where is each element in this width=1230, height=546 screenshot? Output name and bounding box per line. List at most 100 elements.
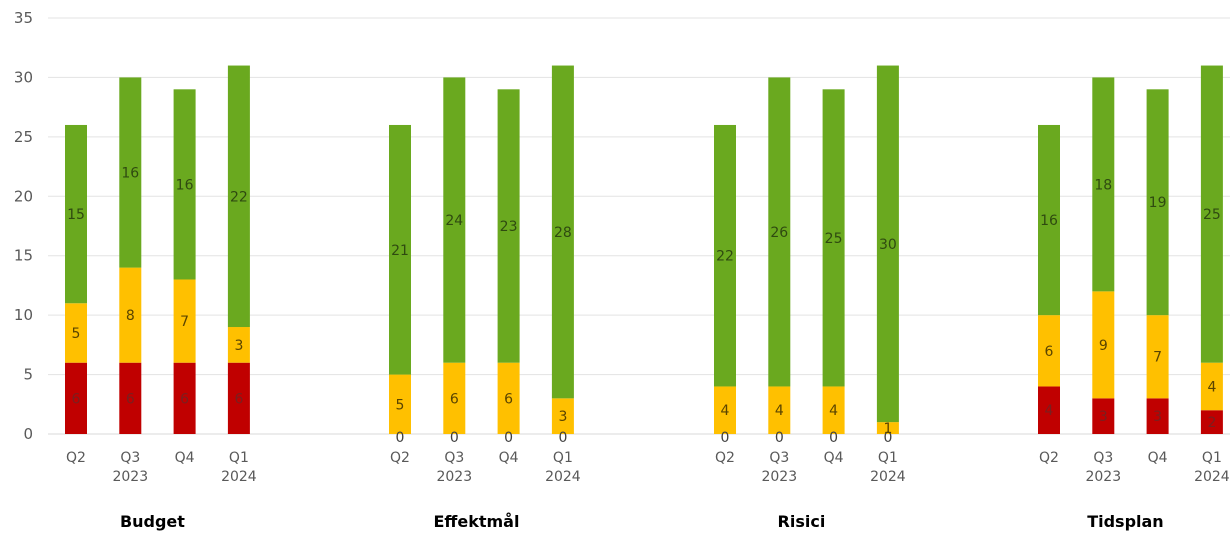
x-tick-label: Q2 [1039,450,1059,466]
data-label-green: 25 [1203,207,1221,223]
bar-segment-red [1092,398,1115,434]
bar-segment-green [119,77,142,268]
x-tick-label: Q2 [66,450,86,466]
data-label-green: 23 [500,219,518,235]
data-label-yellow: 6 [1045,344,1054,360]
x-year-label: 2024 [545,469,581,485]
x-tick-label: Q4 [824,450,844,466]
y-tick-label: 30 [14,68,33,86]
bar-segment-yellow [119,267,142,363]
bar-segment-green [443,77,466,363]
y-tick-label: 25 [14,128,33,146]
data-label-yellow: 5 [396,397,405,413]
y-tick-label: 15 [14,247,33,265]
data-label-yellow: 3 [234,338,243,354]
bar-segment-yellow [65,303,87,363]
data-label-green: 24 [445,213,463,229]
data-label-yellow: 7 [180,314,189,330]
bar-segment-green [822,89,845,387]
bar-segment-yellow [173,279,196,363]
x-tick-label: Q3 [120,450,140,466]
bar-segment-yellow [389,374,411,434]
data-label-red: 0 [883,430,892,446]
x-tick-label: Q1 [553,450,573,466]
bars [65,65,1223,434]
data-label-yellow: 8 [126,308,135,324]
group-label: Budget [120,512,185,531]
data-label-green: 16 [1040,213,1058,229]
data-label-yellow: 7 [1153,350,1162,366]
data-label-red: 6 [180,391,189,407]
data-label-yellow: 9 [1099,338,1108,354]
bar-segment-red [173,362,196,434]
x-year-label: 2024 [870,469,906,485]
bar-segment-red [1146,398,1169,434]
data-label-red: 6 [234,391,243,407]
bar-segment-yellow [1038,315,1060,387]
data-label-green: 16 [176,177,194,193]
bar-segment-yellow [1092,291,1115,399]
bar-segment-green [1092,77,1115,292]
bar-segment-green [1200,65,1223,363]
bar-segment-yellow [497,362,520,434]
data-label-red: 0 [775,430,784,446]
data-label-yellow: 4 [721,403,730,419]
data-label-red: 6 [72,391,81,407]
x-year-label: 2023 [1085,469,1121,485]
bar-segment-yellow [551,398,574,434]
x-axis: Q2 Q3 2023 Q4 Q1 2024 Q2 Q3 2023 Q4 Q1 2024 Q2 Q3 2023… [66,450,1230,485]
data-label-green: 28 [554,225,572,241]
data-label-red: 0 [504,430,513,446]
y-tick-label: 35 [14,9,33,27]
bar-segment-yellow [822,386,845,434]
bar-segment-green [1038,124,1060,316]
data-label-red: 2 [1207,415,1216,431]
data-label-yellow: 4 [829,403,838,419]
data-label-green: 21 [391,243,409,259]
data-label-yellow: 6 [450,391,459,407]
bar-segment-green [227,65,250,328]
group-labels: Budget Effektmål Risici Tidsplan [120,512,1164,531]
group-label: Effektmål [433,512,519,531]
data-label-red: 0 [558,430,567,446]
x-year-label: 2024 [221,469,257,485]
data-label-green: 22 [230,189,248,205]
bar-segment-red [1038,386,1060,434]
bar-segment-yellow [714,386,736,434]
x-tick-label: Q2 [715,450,735,466]
x-tick-label: Q3 [769,450,789,466]
data-label-green: 26 [770,225,788,241]
bar-segment-green [714,124,736,387]
data-label-yellow: 1 [883,421,892,437]
bar-segment-green [497,89,520,363]
data-label-yellow: 5 [72,326,81,342]
x-tick-label: Q4 [499,450,519,466]
data-label-red: 0 [721,430,730,446]
bar-segment-yellow [227,327,250,363]
data-label-red: 6 [126,391,135,407]
data-label-red: 3 [1153,409,1162,425]
x-tick-label: Q3 [1093,450,1113,466]
bar-segment-yellow [768,386,791,434]
data-label-red: 0 [829,430,838,446]
bar-segment-green [876,65,899,423]
data-label-red: 4 [1045,403,1054,419]
data-label-red: 0 [450,430,459,446]
x-year-label: 2023 [761,469,797,485]
x-tick-label: Q1 [1202,450,1222,466]
x-tick-label: Q2 [390,450,410,466]
data-label-green: 30 [879,237,897,253]
y-tick-label: 10 [14,306,33,324]
data-label-yellow: 4 [775,403,784,419]
data-label-green: 22 [716,249,734,265]
bar-segment-yellow [1146,315,1169,399]
bar-segment-green [768,77,791,387]
x-tick-label: Q1 [878,450,898,466]
data-label-yellow: 3 [558,409,567,425]
group-label: Tidsplan [1087,512,1164,531]
bar-segment-yellow [1200,362,1223,411]
y-axis: 0 5 10 15 20 25 30 35 [14,9,33,443]
bar-segment-red [227,362,250,434]
bar-segment-green [551,65,574,399]
